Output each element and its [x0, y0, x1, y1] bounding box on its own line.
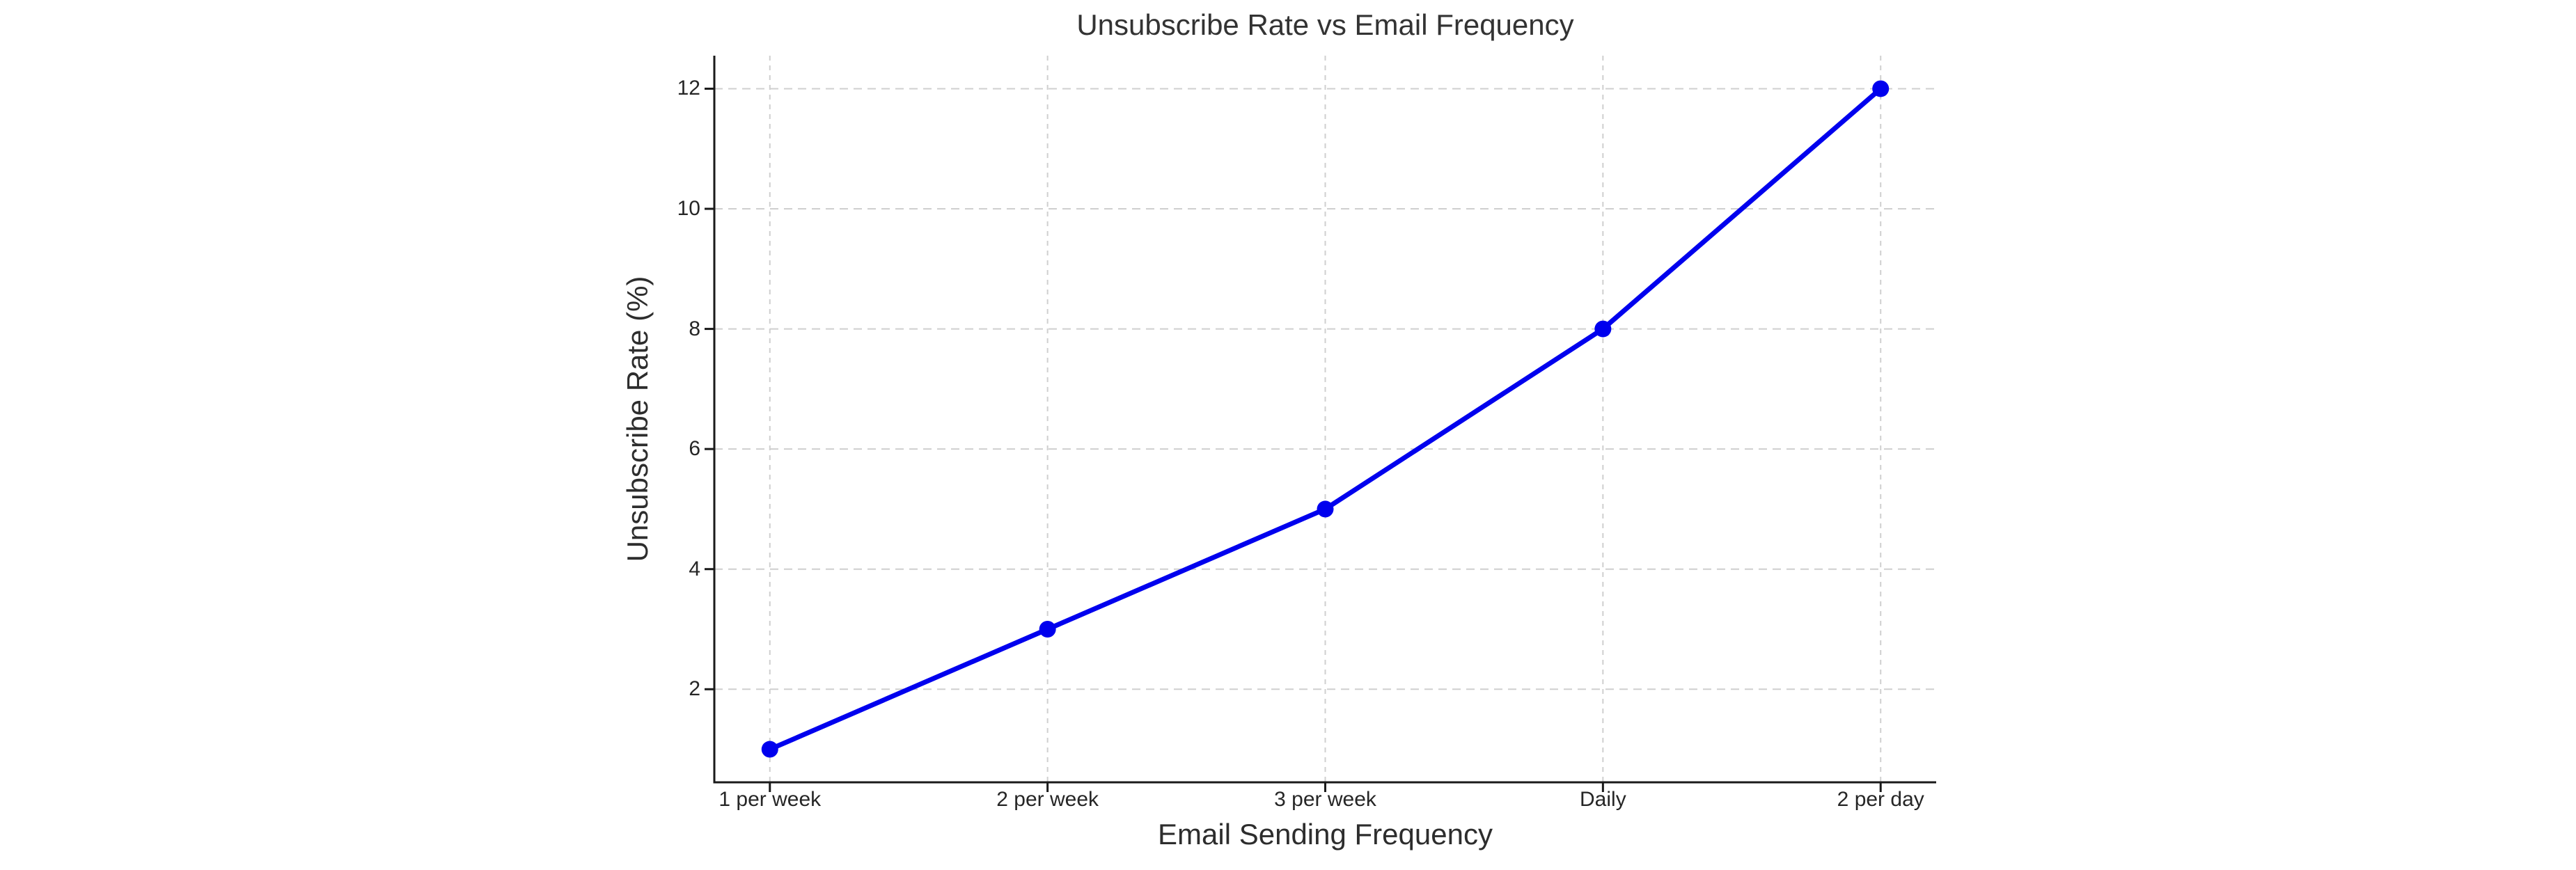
x-tick-label: 1 per week: [718, 788, 822, 811]
y-tick-label: 8: [689, 317, 700, 340]
y-tick-label: 10: [677, 197, 700, 221]
data-point-marker: [1594, 320, 1612, 338]
x-tick-label: 2 per week: [996, 788, 1099, 811]
chart-title: Unsubscribe Rate vs Email Frequency: [1076, 8, 1574, 41]
y-tick-label: 6: [689, 437, 700, 461]
data-point-marker: [1872, 80, 1890, 97]
x-tick-label: 3 per week: [1274, 788, 1376, 811]
data-point-marker: [1317, 500, 1334, 518]
x-tick-label: Daily: [1580, 788, 1626, 811]
data-point-marker: [761, 741, 778, 758]
x-tick-label: 2 per day: [1837, 788, 1924, 811]
y-tick-label: 2: [689, 677, 700, 701]
data-point-marker: [1039, 620, 1056, 638]
y-tick-label: 12: [677, 77, 700, 100]
x-axis-label: Email Sending Frequency: [1158, 818, 1493, 851]
y-tick-label: 4: [689, 557, 700, 580]
